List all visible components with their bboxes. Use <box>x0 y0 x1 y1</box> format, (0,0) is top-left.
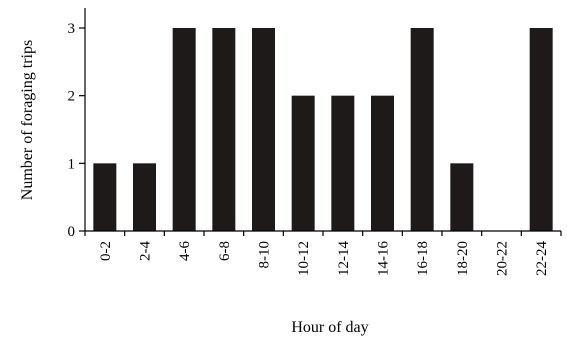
x-tick-label: 8-10 <box>257 241 273 269</box>
bar-8-10 <box>252 28 275 231</box>
bar-2-4 <box>133 163 156 231</box>
bar-4-6 <box>172 28 196 231</box>
bar-18-20 <box>450 163 474 231</box>
x-tick-label: 22-24 <box>534 241 550 276</box>
x-tick-label: 0-2 <box>98 241 114 261</box>
x-tick-label: 14-16 <box>376 241 392 276</box>
x-tick-label: 18-20 <box>455 241 471 276</box>
x-tick-label: 10-12 <box>296 241 312 276</box>
x-axis-title: Hour of day <box>291 319 368 336</box>
bars-group <box>93 28 553 232</box>
x-tick-label: 4-6 <box>177 241 193 261</box>
x-tick-label: 2-4 <box>138 241 154 261</box>
bar-0-2 <box>93 163 117 231</box>
bar-22-24 <box>529 28 553 231</box>
bar-12-14 <box>331 95 355 232</box>
x-tick-label: 20-22 <box>495 241 511 276</box>
x-ticks-group: 0-2 2-4 4-6 6-8 8-10 10-12 12-14 14-16 16-18 18-2… <box>84 231 562 276</box>
y-tick-label: 1 <box>68 156 76 172</box>
x-tick-label: 12-14 <box>336 241 352 276</box>
x-tick-label: 16-18 <box>415 241 431 276</box>
y-tick-label: 2 <box>68 89 76 105</box>
x-tick-label: 6-8 <box>217 241 233 261</box>
bar-14-16 <box>371 95 394 232</box>
y-tick-label: 3 <box>68 21 76 37</box>
y-tick-label: 0 <box>68 224 76 240</box>
y-ticks-group: 0 1 2 3 <box>68 21 85 240</box>
y-axis-title: Number of foraging trips <box>19 40 36 200</box>
bar-6-8 <box>212 28 236 231</box>
bar-10-12 <box>291 95 315 232</box>
bar-16-18 <box>410 28 434 231</box>
axes-group <box>84 8 561 232</box>
